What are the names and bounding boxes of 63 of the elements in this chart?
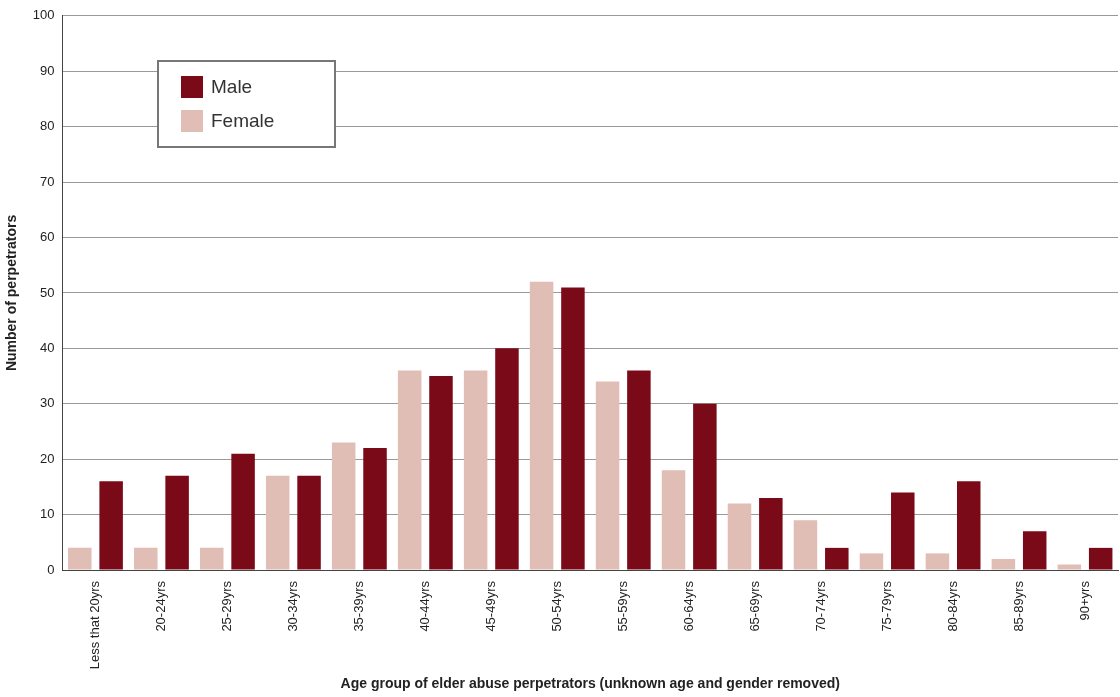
y-tick-label: 20 [40,450,55,466]
bar [693,403,717,570]
bar [727,503,752,570]
x-tick-label: 70-74yrs [812,580,828,632]
bar [925,553,950,570]
bar [265,475,290,570]
y-axis-title: Number of perpetrators [3,214,20,372]
bar [759,497,783,570]
y-tick-label: 90 [40,62,55,78]
y-tick-label: 60 [40,229,55,245]
x-tick-label: 30-34yrs [284,580,300,632]
bar [200,547,224,570]
bar [561,287,585,570]
bar [1022,531,1047,570]
x-tick-label: 55-59yrs [614,580,630,632]
bar [891,492,915,570]
bar [825,547,849,570]
x-tick-label: 80-84yrs [944,580,960,632]
y-tick-label: 30 [40,395,55,411]
bar [134,547,158,570]
x-tick-label: 25-29yrs [218,580,234,632]
bar [1088,547,1113,570]
y-tick-label: 100 [32,7,55,23]
x-tick-label: Less that 20yrs [87,580,103,670]
bar [331,442,356,570]
x-tick-label: 35-39yrs [350,580,366,632]
y-tick-label: 50 [40,284,55,300]
y-tick-label: 70 [40,173,55,189]
x-tick-label: 45-49yrs [482,580,498,632]
legend-label: Female [211,110,275,132]
bar [1057,564,1082,570]
bar [363,448,387,570]
bar [429,376,453,570]
y-tick-label: 40 [40,339,55,355]
y-tick-label: 10 [40,506,55,522]
bar [68,547,92,570]
y-tick-label: 80 [40,118,55,134]
bar [595,381,620,570]
bar [793,520,818,570]
x-tick-label: 40-44yrs [416,580,432,632]
bar [495,348,519,570]
bar [991,558,1016,570]
x-tick-label: 75-79yrs [878,580,894,632]
bar [165,475,189,570]
x-axis-title: Age group of elder abuse perpetrators (unknown age and gender removed) [340,675,840,692]
x-tick-label: 90+yrs [1076,580,1092,621]
bar [297,475,321,570]
bar [99,481,123,570]
y-tick-label: 0 [47,561,55,577]
bar [231,453,255,570]
x-tick-label: 20-24yrs [153,580,169,632]
bar [956,481,981,570]
bar [529,281,554,570]
bar [397,370,422,570]
x-tick-label: 60-64yrs [680,580,696,632]
legend-label: Male [211,76,253,98]
x-tick-label: 50-54yrs [548,580,564,632]
x-tick-label: 85-89yrs [1010,580,1026,632]
bar [463,370,488,570]
bar [627,370,651,570]
bar [859,553,884,570]
x-tick-label: 65-69yrs [746,580,762,632]
bar [661,470,686,570]
